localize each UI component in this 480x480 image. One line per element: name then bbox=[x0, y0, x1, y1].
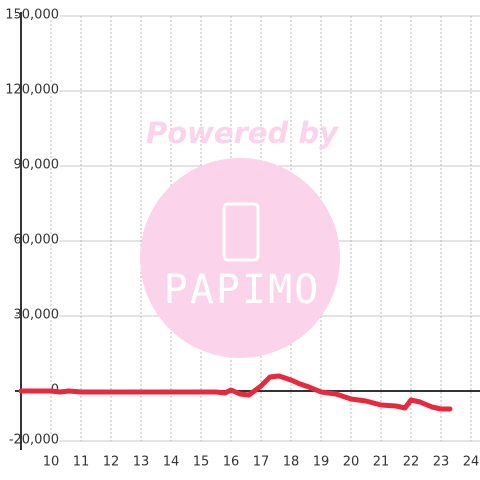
x-tick-label: 16 bbox=[223, 455, 240, 470]
x-tick-label: 15 bbox=[193, 455, 210, 470]
x-tick-label: 18 bbox=[283, 455, 300, 470]
y-tick-label: 60,000 bbox=[14, 233, 60, 248]
watermark-text: Powered by bbox=[146, 116, 339, 150]
x-tick-label: 21 bbox=[373, 455, 390, 470]
x-tick-label: 13 bbox=[133, 455, 150, 470]
x-tick-label: 19 bbox=[313, 455, 330, 470]
x-tick-label: 24 bbox=[463, 455, 480, 470]
x-tick-label: 20 bbox=[343, 455, 360, 470]
y-tick-label: 120,000 bbox=[5, 83, 59, 98]
y-tick-label: 30,000 bbox=[14, 308, 60, 323]
y-tick-label: 150,000 bbox=[5, 8, 59, 23]
x-tick-label: 23 bbox=[433, 455, 450, 470]
watermark-circle bbox=[140, 158, 340, 358]
y-tick-label: 90,000 bbox=[14, 158, 60, 173]
x-tick-label: 12 bbox=[103, 455, 120, 470]
x-tick-label: 14 bbox=[163, 455, 180, 470]
x-tick-label: 10 bbox=[43, 455, 60, 470]
x-tick-label: 22 bbox=[403, 455, 420, 470]
watermark-icon bbox=[222, 202, 260, 262]
x-tick-label: 11 bbox=[73, 455, 90, 470]
x-tick-label: 17 bbox=[253, 455, 270, 470]
watermark-logo: PAPIMO bbox=[164, 267, 321, 313]
y-tick-label: -20,000 bbox=[9, 433, 59, 448]
line-series bbox=[18, 373, 453, 412]
